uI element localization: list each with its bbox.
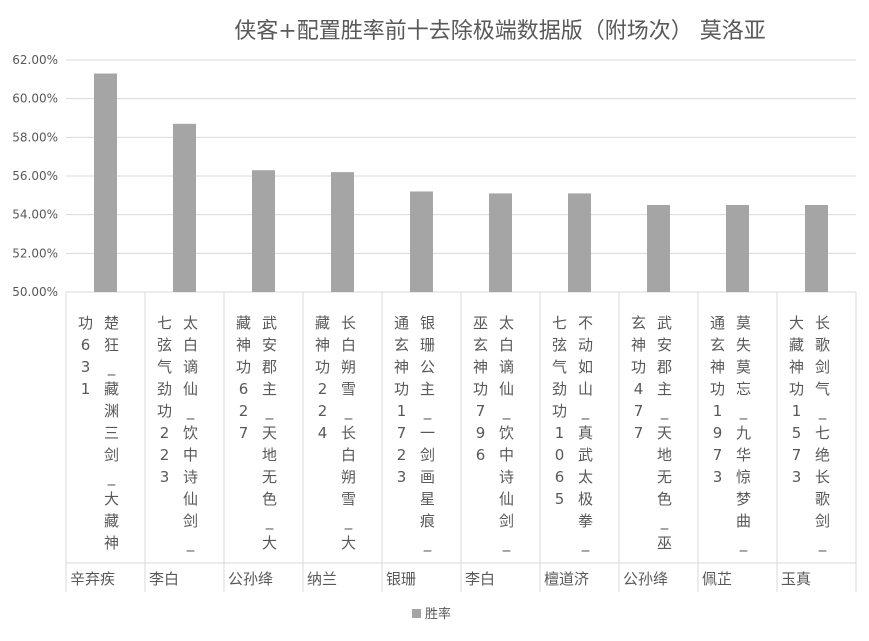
- bar: [173, 123, 196, 292]
- group-label: 银珊: [386, 570, 416, 588]
- bar: [647, 205, 670, 292]
- category-label: 七弦气劲功 2 2 3: [157, 314, 172, 486]
- category-label: 玄神功 4 7 7: [631, 314, 646, 442]
- group-label: 公孙绛: [228, 570, 273, 588]
- group-label: 李白: [149, 570, 179, 588]
- category-label: 巫玄神功 7 9 6: [473, 314, 488, 464]
- chart-title: 侠客+配置胜率前十去除极端数据版（附场次） 莫洛亚: [234, 19, 765, 44]
- group-label: 檀道济: [544, 570, 589, 588]
- legend-label: 胜率: [425, 606, 451, 622]
- bar: [410, 191, 433, 292]
- category-label: 长歌剑气_七绝长歌剑_: [815, 314, 830, 553]
- y-tick-label: 60.00%: [12, 92, 58, 106]
- group-label: 纳兰: [307, 570, 337, 588]
- category-label: 太白谪仙_饮中诗仙剑_: [499, 314, 514, 553]
- bar: [331, 172, 354, 292]
- legend: 胜率: [412, 606, 451, 622]
- category-label: 太白谪仙_饮中诗仙剑_: [183, 314, 198, 553]
- group-label: 辛弃疾: [70, 570, 115, 588]
- bar: [252, 170, 275, 292]
- category-label: 武安郡主_天地无色_大: [262, 314, 277, 552]
- bar: [568, 193, 591, 292]
- category-label: 楚狂_藏渊三剑_大藏神: [104, 314, 119, 552]
- y-tick-label: 56.00%: [12, 169, 58, 183]
- y-tick-label: 54.00%: [12, 208, 58, 222]
- category-label: 武安郡主_天地无色_巫: [657, 314, 672, 552]
- category-label: 通玄神功 1 9 7 3: [710, 314, 725, 486]
- group-label: 玉真: [781, 570, 811, 588]
- y-axis: 50.00% 52.00% 54.00% 56.00% 58.00% 60.00% 62.0…: [12, 53, 58, 299]
- y-tick-label: 58.00%: [12, 130, 58, 144]
- y-tick-label: 62.00%: [12, 53, 58, 67]
- y-tick-label: 50.00%: [12, 285, 58, 299]
- category-label: 不动如山_真武太极拳_: [578, 314, 593, 553]
- category-label: 七弦气劲功 1 0 6 5: [552, 314, 567, 508]
- gridlines: [66, 59, 856, 293]
- bar: [805, 205, 828, 292]
- category-label: 莫失莫忘_九华惊梦曲_: [736, 314, 751, 553]
- group-label: 李白: [465, 570, 495, 588]
- bar: [94, 73, 117, 293]
- legend-swatch: [412, 609, 421, 618]
- category-labels: 楚狂_藏渊三剑_大藏神功 6 3 1 辛弃疾 太白谪仙_饮中诗仙剑_ 七弦气劲功 2 2 3 李白 武…: [65, 292, 857, 592]
- category-label: 银珊公主_一剑画星痕_: [420, 314, 435, 553]
- group-label: 公孙绛: [623, 570, 668, 588]
- group-label: 佩芷: [702, 570, 732, 588]
- category-label: 藏神功 2 2 4: [315, 314, 330, 442]
- category-label: 长白朔雪_长白朔雪_大: [341, 314, 356, 552]
- y-tick-label: 52.00%: [12, 246, 58, 260]
- bars: [94, 73, 828, 293]
- bar: [489, 193, 512, 292]
- category-label: 大藏神功 1 5 7 3: [789, 314, 804, 486]
- bar: [726, 205, 749, 292]
- category-label: 通玄神功 1 7 2 3: [394, 314, 409, 486]
- category-label: 藏神功 6 2 7: [236, 314, 251, 442]
